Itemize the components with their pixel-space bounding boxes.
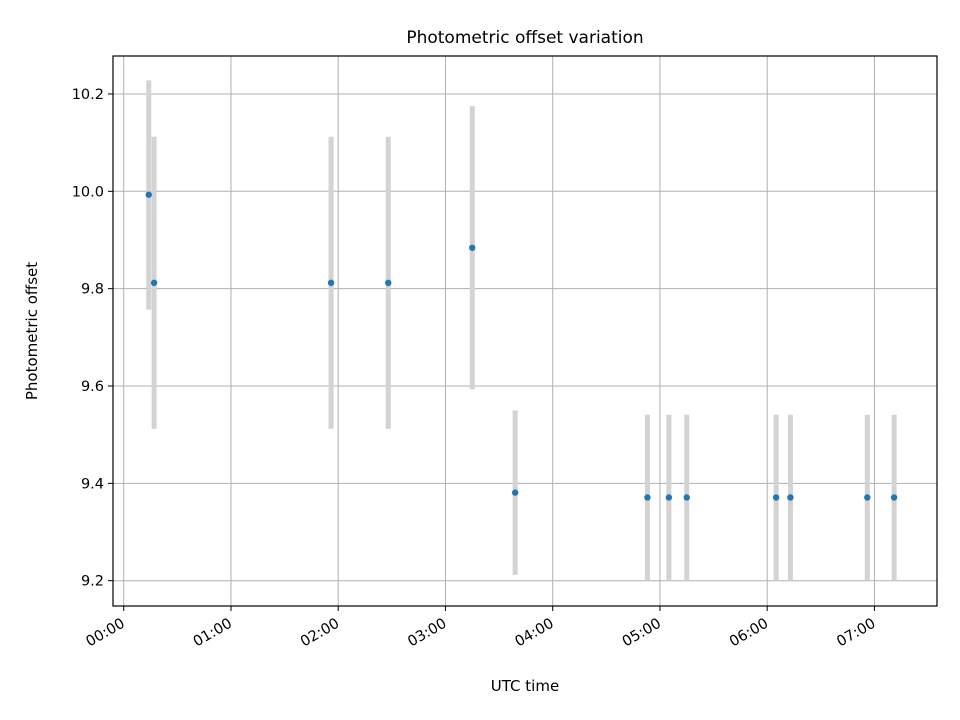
y-tick-label: 10.2 bbox=[72, 87, 104, 103]
chart-title: Photometric offset variation bbox=[406, 28, 643, 48]
y-tick-label: 10.0 bbox=[72, 184, 104, 200]
y-tick-label: 9.4 bbox=[81, 476, 104, 492]
data-points bbox=[145, 191, 898, 501]
y-axis-ticks: 9.2 9.4 9.6 9.8 10.0 10.2 bbox=[72, 87, 113, 590]
x-axis-label: UTC time bbox=[491, 677, 559, 695]
y-axis-label: Photometric offset bbox=[23, 262, 41, 400]
data-point bbox=[787, 494, 794, 501]
data-point bbox=[665, 494, 673, 501]
data-point bbox=[683, 494, 690, 501]
y-tick-label: 9.6 bbox=[81, 379, 104, 395]
data-point bbox=[511, 489, 519, 496]
plot-frame bbox=[112, 55, 938, 607]
data-point bbox=[327, 279, 335, 287]
data-point bbox=[890, 494, 898, 501]
data-point bbox=[644, 494, 651, 501]
grid bbox=[113, 56, 937, 606]
data-point bbox=[385, 279, 392, 287]
data-point bbox=[772, 494, 780, 501]
data-point bbox=[145, 191, 152, 198]
data-point bbox=[864, 494, 871, 501]
data-point bbox=[150, 279, 158, 287]
data-point bbox=[469, 244, 476, 251]
y-tick-label: 9.2 bbox=[81, 574, 104, 590]
y-tick-label: 9.8 bbox=[81, 282, 104, 298]
